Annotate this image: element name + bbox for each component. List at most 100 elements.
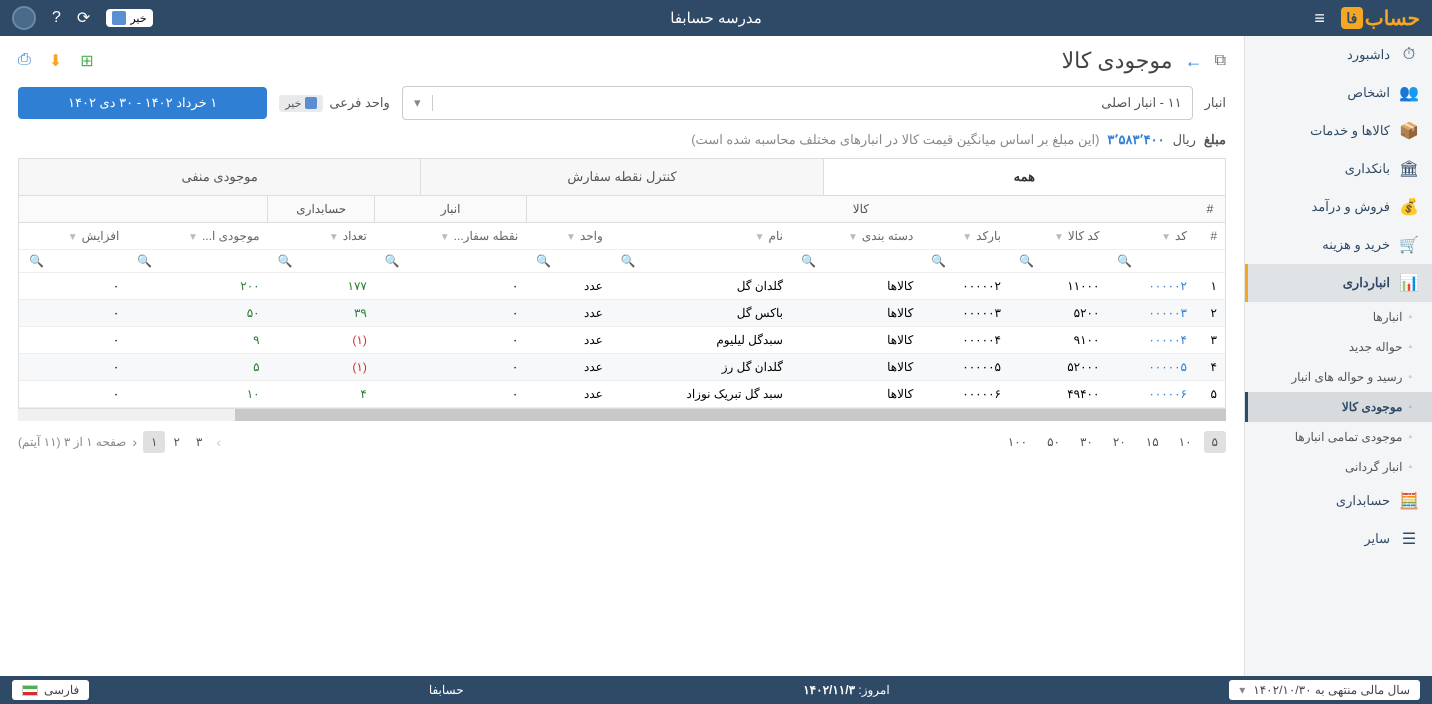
nav-icon: ☰	[1400, 530, 1418, 548]
column-header[interactable]: بارکد▼	[921, 223, 1009, 250]
sidebar-subitem[interactable]: ◦رسید و حواله های انبار	[1245, 362, 1432, 392]
amount-value: ۳٬۵۸۳٬۴۰۰	[1107, 132, 1164, 148]
sidebar-subitem[interactable]: ◦انبار گردانی	[1245, 452, 1432, 482]
search-icon[interactable]: 🔍	[615, 254, 787, 268]
code-link[interactable]: ۰۰۰۰۰۲	[1107, 273, 1195, 300]
sidebar-item[interactable]: ☰سایر	[1245, 520, 1432, 558]
copy-icon[interactable]: ⧉	[1215, 52, 1226, 70]
column-header[interactable]: کد کالا▼	[1009, 223, 1107, 250]
page-number[interactable]: ۱	[143, 431, 165, 453]
search-icon[interactable]: 🔍	[131, 254, 263, 268]
filter-icon[interactable]: ▼	[962, 232, 972, 243]
page-size[interactable]: ۲۰	[1105, 431, 1134, 453]
column-header[interactable]: دسته بندی▼	[791, 223, 921, 250]
tab[interactable]: همه	[823, 159, 1225, 195]
column-header[interactable]: واحد▼	[526, 223, 611, 250]
avatar[interactable]	[12, 6, 36, 30]
unit-toggle[interactable]: واحد فرعی خیر	[279, 95, 390, 112]
bullet-icon: ◦	[1408, 312, 1412, 323]
sidebar-subitem[interactable]: ◦موجودی تمامی انبارها	[1245, 422, 1432, 452]
header-toggle[interactable]: خیر	[106, 9, 152, 27]
page-size[interactable]: ۱۵	[1138, 431, 1167, 453]
sidebar-item[interactable]: 🏛بانکداری	[1245, 150, 1432, 188]
search-icon[interactable]: 🔍	[1111, 254, 1191, 268]
column-header[interactable]: نقطه سفار...▼	[375, 223, 526, 250]
sidebar: ⏱داشبورد👥اشخاص📦کالاها و خدمات🏛بانکداری💰ف…	[1244, 36, 1432, 676]
horizontal-scrollbar[interactable]	[18, 409, 1226, 421]
column-header[interactable]: افزایش▼	[19, 223, 127, 250]
page-size[interactable]: ۵	[1204, 431, 1226, 453]
search-icon[interactable]: 🔍	[795, 254, 917, 268]
search-icon[interactable]: 🔍	[272, 254, 371, 268]
sidebar-subitem[interactable]: ◦انبارها	[1245, 302, 1432, 332]
page-size[interactable]: ۱۰۰	[1000, 431, 1035, 453]
filter-icon[interactable]: ▼	[1054, 232, 1064, 243]
sidebar-item[interactable]: 🧮حسابداری	[1245, 482, 1432, 520]
chevron-down-icon[interactable]: ▾	[403, 95, 433, 111]
sidebar-item[interactable]: 🛒خرید و هزینه	[1245, 226, 1432, 264]
tab[interactable]: کنترل نقطه سفارش	[420, 159, 822, 195]
language-select[interactable]: فارسی	[12, 680, 89, 700]
search-icon[interactable]: 🔍	[925, 254, 1005, 268]
print-icon[interactable]: ⎙	[18, 51, 31, 71]
search-icon[interactable]: 🔍	[1013, 254, 1103, 268]
table-row[interactable]: ۴ ۰۰۰۰۰۵ ۵۲۰۰۰ ۰۰۰۰۰۵ کالاها گلدان گل رز…	[19, 354, 1225, 381]
refresh-icon[interactable]: ⟳	[77, 8, 90, 28]
code-link[interactable]: ۰۰۰۰۰۵	[1107, 354, 1195, 381]
tab[interactable]: موجودی منفی	[19, 159, 420, 195]
filter-icon[interactable]: ▼	[329, 232, 339, 243]
page-number[interactable]: ۲	[165, 431, 187, 453]
column-group: انبار	[375, 196, 526, 223]
bullet-icon: ◦	[1408, 372, 1412, 383]
filter-icon[interactable]: ▼	[1161, 232, 1171, 243]
column-header[interactable]: کد▼	[1107, 223, 1195, 250]
code-link[interactable]: ۰۰۰۰۰۶	[1107, 381, 1195, 408]
table-row[interactable]: ۲ ۰۰۰۰۰۳ ۵۲۰۰ ۰۰۰۰۰۳ کالاها باکس گل عدد …	[19, 300, 1225, 327]
code-link[interactable]: ۰۰۰۰۰۳	[1107, 300, 1195, 327]
header-title: مدرسه حسابفا	[670, 9, 762, 27]
filter-icon[interactable]: ▼	[440, 232, 450, 243]
logo[interactable]: حسابفا	[1341, 6, 1420, 31]
page-size[interactable]: ۵۰	[1039, 431, 1068, 453]
logo-icon: فا	[1341, 7, 1363, 29]
column-header[interactable]: تعداد▼	[268, 223, 375, 250]
search-icon[interactable]: 🔍	[23, 254, 123, 268]
page-number[interactable]: ۳	[188, 431, 210, 453]
hamburger-icon[interactable]: ≡	[1314, 8, 1325, 29]
export-pdf-icon[interactable]: ⬇	[49, 51, 62, 71]
sidebar-item[interactable]: 📦کالاها و خدمات	[1245, 112, 1432, 150]
search-icon[interactable]: 🔍	[530, 254, 607, 268]
table-row[interactable]: ۱ ۰۰۰۰۰۲ ۱۱۰۰۰ ۰۰۰۰۰۲ کالاها گلدان گل عد…	[19, 273, 1225, 300]
column-header[interactable]: نام▼	[611, 223, 791, 250]
back-arrow-icon[interactable]: ←	[1185, 51, 1203, 72]
date-range-button[interactable]: ۱ خرداد ۱۴۰۲ - ۳۰ دی ۱۴۰۲	[18, 87, 267, 119]
help-icon[interactable]: ?	[52, 9, 61, 27]
sidebar-subitem[interactable]: ◦موجودی کالا	[1245, 392, 1432, 422]
column-header[interactable]: موجودی ا...▼	[127, 223, 267, 250]
sidebar-item[interactable]: 📊انبارداری	[1245, 264, 1432, 302]
code-link[interactable]: ۰۰۰۰۰۴	[1107, 327, 1195, 354]
table-row[interactable]: ۵ ۰۰۰۰۰۶ ۴۹۴۰۰ ۰۰۰۰۰۶ کالاها سبد گل تبری…	[19, 381, 1225, 408]
sidebar-item[interactable]: ⏱داشبورد	[1245, 36, 1432, 74]
next-page-icon[interactable]: ‹	[132, 434, 137, 450]
prev-page-icon[interactable]: ›	[216, 434, 221, 450]
filter-icon[interactable]: ▼	[755, 232, 765, 243]
nav-icon: 🧮	[1400, 492, 1418, 510]
page-size[interactable]: ۱۰	[1171, 431, 1200, 453]
table-row[interactable]: ۳ ۰۰۰۰۰۴ ۹۱۰۰ ۰۰۰۰۰۴ کالاها سبدگل لیلیوم…	[19, 327, 1225, 354]
sidebar-item[interactable]: 👥اشخاص	[1245, 74, 1432, 112]
filter-icon[interactable]: ▼	[848, 232, 858, 243]
fiscal-year-select[interactable]: سال مالی منتهی به ۱۴۰۲/۱۰/۳۰ ▾	[1229, 680, 1420, 700]
filter-icon[interactable]: ▼	[566, 232, 576, 243]
export-excel-icon[interactable]: ⊞	[80, 51, 93, 71]
search-icon[interactable]: 🔍	[379, 254, 522, 268]
sidebar-item[interactable]: 💰فروش و درآمد	[1245, 188, 1432, 226]
column-header[interactable]: #	[1195, 223, 1225, 250]
amount-currency: ریال	[1173, 132, 1196, 148]
page-size[interactable]: ۳۰	[1072, 431, 1101, 453]
filter-icon[interactable]: ▼	[68, 232, 78, 243]
sidebar-subitem[interactable]: ◦حواله جدید	[1245, 332, 1432, 362]
warehouse-select[interactable]: ۱۱ - انبار اصلی ▾	[402, 86, 1193, 120]
chevron-down-icon[interactable]: ▾	[1239, 683, 1245, 697]
filter-icon[interactable]: ▼	[188, 232, 198, 243]
